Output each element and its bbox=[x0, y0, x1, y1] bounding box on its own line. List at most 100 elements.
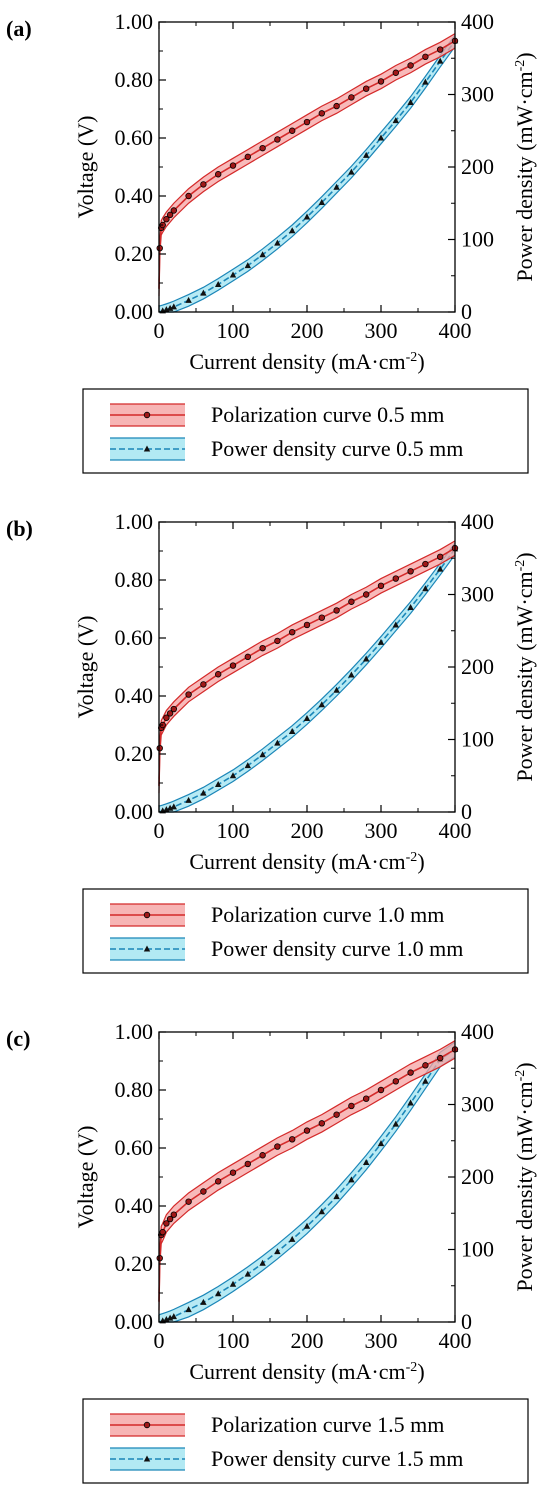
data-point bbox=[437, 565, 444, 572]
data-point bbox=[318, 199, 325, 206]
data-point bbox=[392, 575, 399, 582]
x-axis-label: Current density (mA·cm-2) bbox=[189, 349, 424, 374]
data-point bbox=[244, 762, 251, 769]
data-point bbox=[185, 796, 192, 803]
legend: Polarization curve 1.5 mm Power density c… bbox=[82, 1398, 529, 1484]
y2-tick-label: 400 bbox=[461, 1019, 494, 1044]
legend-label-power: Power density curve 1.0 mm bbox=[211, 936, 463, 961]
legend-marker-triangle bbox=[143, 445, 151, 452]
data-point bbox=[163, 1220, 170, 1227]
data-point bbox=[303, 714, 311, 721]
data-point bbox=[348, 671, 355, 678]
y-tick-label: 0.20 bbox=[115, 1251, 154, 1276]
legend: Polarization curve 1.0 mm Power density c… bbox=[82, 888, 529, 974]
data-point bbox=[392, 1120, 399, 1127]
y2-axis-label: Power density (mW·cm-2) bbox=[512, 52, 537, 281]
data-point bbox=[318, 110, 325, 117]
data-point bbox=[214, 671, 222, 678]
legend-marker-circle bbox=[143, 1421, 151, 1429]
x-tick-label: 200 bbox=[291, 318, 324, 343]
band-upper-line bbox=[158, 34, 456, 307]
y2-tick-label: 200 bbox=[461, 654, 494, 679]
x-axis-label: Current density (mA·cm-2) bbox=[189, 849, 424, 874]
x-tick-label: 100 bbox=[217, 818, 250, 843]
x-tick-label: 0 bbox=[154, 1328, 165, 1353]
band-upper-line bbox=[158, 33, 456, 282]
data-point bbox=[163, 714, 170, 721]
x-tick-label: 200 bbox=[291, 818, 324, 843]
series-polarization bbox=[156, 1040, 459, 1311]
data-point bbox=[229, 1280, 237, 1287]
data-point bbox=[392, 1078, 399, 1085]
legend-marker-triangle bbox=[143, 945, 151, 952]
y-tick-label: 0.80 bbox=[115, 1077, 154, 1102]
data-point bbox=[259, 144, 266, 152]
legend: Polarization curve 0.5 mm Power density c… bbox=[82, 388, 529, 474]
data-point bbox=[259, 644, 266, 652]
y2-tick-label: 100 bbox=[461, 727, 494, 752]
data-point bbox=[214, 1178, 222, 1185]
data-point bbox=[170, 1211, 177, 1218]
y-tick-label: 0.40 bbox=[115, 183, 154, 208]
x-tick-label: 300 bbox=[365, 318, 398, 343]
data-point bbox=[244, 262, 251, 269]
y-tick-label: 0.60 bbox=[115, 625, 154, 650]
y-tick-label: 1.00 bbox=[115, 1019, 154, 1044]
data-point bbox=[229, 162, 237, 169]
chart-c: (c) 0 100 200 300 400 0.00 0.20 0.40 0.60 0.80 1.00… bbox=[6, 1019, 537, 1484]
y-tick-label: 0.00 bbox=[115, 1309, 154, 1334]
chart-a: (a) 0 100 200 300 400 0.00 0.20 0.40 0.60 0.80 1.00… bbox=[6, 9, 537, 474]
data-point bbox=[170, 705, 177, 713]
data-point bbox=[318, 1208, 325, 1215]
data-point bbox=[333, 686, 340, 693]
data-point bbox=[200, 789, 207, 796]
data-point bbox=[422, 560, 429, 568]
series-power bbox=[158, 34, 459, 314]
y-tick-label: 1.00 bbox=[115, 509, 154, 534]
data-point bbox=[200, 289, 207, 296]
data-point bbox=[333, 1111, 340, 1118]
legend-marker-circle bbox=[143, 411, 151, 419]
legend-marker-circle bbox=[143, 911, 151, 919]
data-point bbox=[244, 1160, 251, 1168]
confidence-band bbox=[159, 35, 455, 313]
x-tick-label: 300 bbox=[365, 1328, 398, 1353]
data-point bbox=[289, 1136, 296, 1143]
data-point bbox=[170, 303, 177, 310]
y2-tick-label: 0 bbox=[461, 799, 472, 824]
y2-tick-label: 100 bbox=[461, 227, 494, 252]
series-polarization bbox=[156, 540, 459, 794]
data-point bbox=[363, 151, 370, 158]
data-point bbox=[348, 168, 355, 175]
y2-axis-label: Power density (mW·cm-2) bbox=[512, 552, 537, 781]
data-point bbox=[185, 1198, 192, 1205]
data-point bbox=[185, 192, 192, 200]
y2-axis-label: Power density (mW·cm-2) bbox=[512, 1062, 537, 1291]
y-tick-label: 0.80 bbox=[115, 567, 154, 592]
legend-label-polarization: Polarization curve 1.5 mm bbox=[211, 1412, 444, 1437]
series-line bbox=[158, 1048, 456, 1302]
data-point bbox=[215, 780, 222, 787]
data-point bbox=[274, 1143, 281, 1150]
data-point bbox=[437, 1054, 444, 1062]
y-tick-label: 0.20 bbox=[115, 241, 154, 266]
y-tick-label: 0.60 bbox=[115, 1135, 154, 1160]
data-point bbox=[333, 607, 340, 614]
data-point bbox=[163, 215, 170, 223]
data-point bbox=[407, 62, 414, 69]
panel-label: (c) bbox=[6, 1026, 30, 1051]
data-point bbox=[166, 1314, 174, 1321]
y2-tick-label: 300 bbox=[461, 82, 494, 107]
band-upper-line bbox=[158, 1041, 456, 1316]
legend-label-polarization: Polarization curve 1.0 mm bbox=[211, 902, 444, 927]
data-point bbox=[333, 183, 340, 190]
y2-tick-label: 400 bbox=[461, 509, 494, 534]
data-point bbox=[289, 628, 296, 636]
data-point bbox=[229, 662, 237, 669]
y-tick-label: 1.00 bbox=[115, 9, 154, 34]
data-point bbox=[422, 78, 429, 85]
data-point bbox=[156, 744, 163, 752]
y-axis-label: Voltage (V) bbox=[73, 1126, 98, 1229]
legend-label-power: Power density curve 0.5 mm bbox=[211, 436, 463, 461]
x-tick-label: 100 bbox=[217, 1328, 250, 1353]
